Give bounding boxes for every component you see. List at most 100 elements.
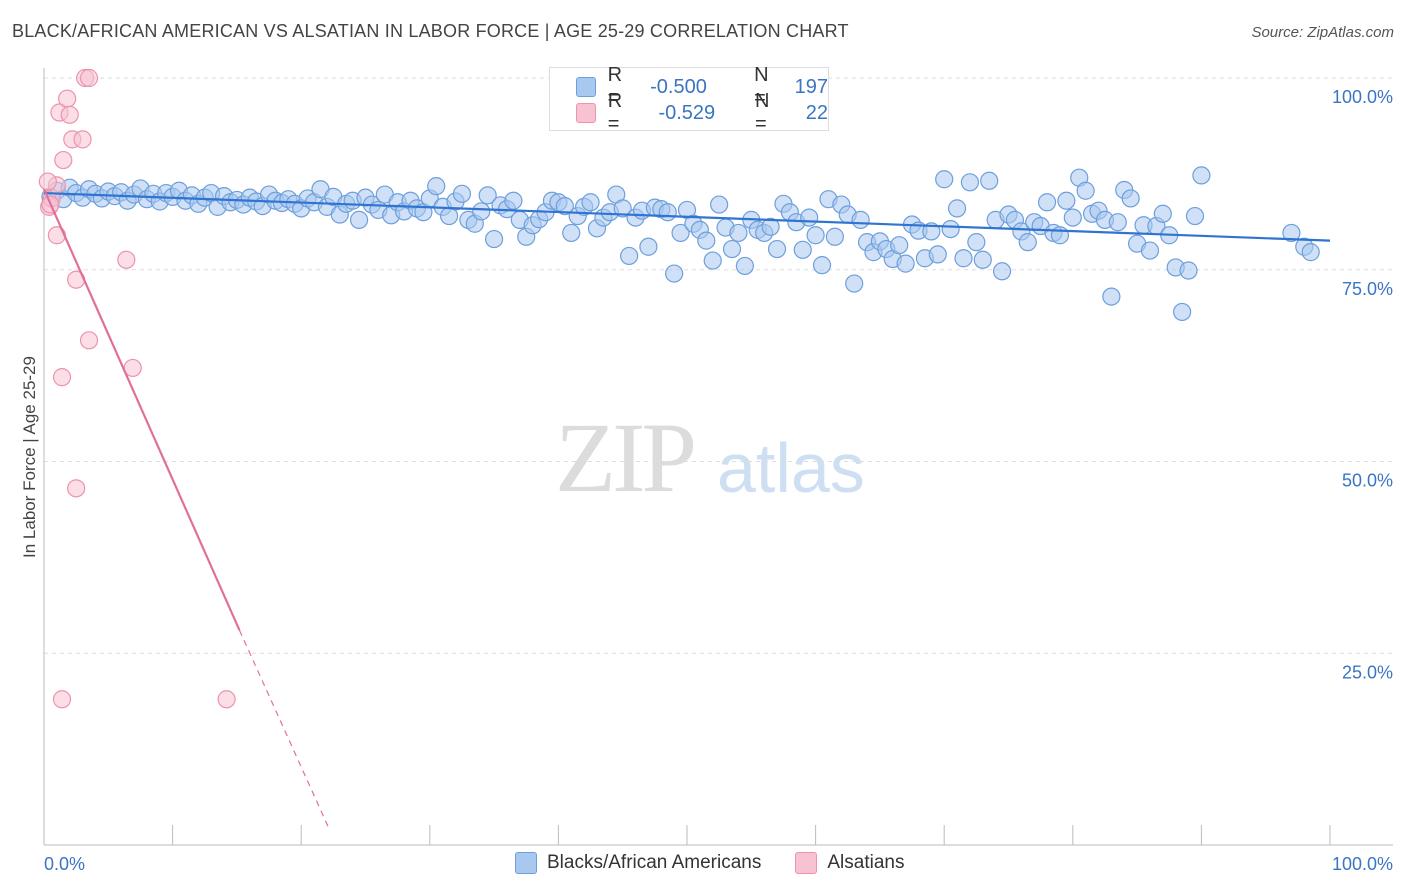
data-point	[922, 222, 941, 241]
data-point	[710, 195, 729, 214]
data-point	[851, 210, 870, 229]
data-point	[761, 217, 780, 236]
y-tick-label: 75.0%	[1342, 279, 1393, 299]
data-point	[967, 233, 986, 252]
data-point	[427, 177, 446, 196]
y-tick-label: 25.0%	[1342, 662, 1393, 682]
data-point	[60, 105, 79, 124]
data-point	[845, 274, 864, 293]
tick-labels: 25.0% 50.0% 75.0% 100.0% 0.0% 100.0%	[44, 87, 1393, 874]
y-tick-label: 50.0%	[1342, 471, 1393, 491]
data-point	[973, 250, 992, 269]
x-tick-label: 100.0%	[1332, 854, 1393, 874]
data-point	[703, 251, 722, 270]
series-blacks-points	[41, 166, 1320, 322]
data-point	[896, 254, 915, 273]
data-point	[947, 199, 967, 218]
data-point	[38, 172, 57, 191]
data-point	[992, 262, 1012, 281]
blue-legend-swatch	[515, 852, 537, 874]
data-point	[1173, 302, 1192, 322]
n-label: N =	[754, 64, 769, 109]
data-point	[735, 256, 754, 276]
data-point	[1018, 233, 1037, 252]
data-point	[1063, 208, 1082, 227]
data-point	[767, 239, 787, 259]
series-alsatians-points	[38, 68, 236, 709]
r-value: -0.529	[658, 101, 716, 124]
data-point	[1192, 166, 1211, 185]
data-point	[1057, 191, 1076, 210]
n-value: 22	[805, 101, 828, 124]
blue-swatch	[576, 77, 596, 97]
data-point	[960, 173, 980, 192]
data-point	[217, 690, 236, 709]
data-point	[1140, 241, 1160, 260]
data-point	[890, 236, 909, 255]
data-point	[697, 231, 716, 250]
data-point	[52, 368, 72, 387]
pink-swatch	[576, 103, 596, 123]
gridlines	[44, 77, 1393, 654]
stats-row-alsatians: R = -0.529 N = 22	[576, 90, 828, 135]
data-point	[1050, 226, 1070, 245]
y-tick-label: 100.0%	[1332, 87, 1393, 107]
data-point	[1301, 243, 1320, 262]
data-point	[793, 240, 812, 259]
axes	[43, 68, 1393, 846]
data-point	[472, 202, 491, 221]
watermark-atlas: atlas	[717, 429, 865, 507]
legend-label-alsatians: Alsatians	[827, 852, 905, 873]
data-point	[1037, 193, 1057, 212]
data-point	[79, 331, 99, 350]
n-label: N =	[755, 90, 770, 135]
data-point	[562, 223, 581, 243]
chart-source: Source: ZipAtlas.com	[1251, 24, 1394, 41]
data-point	[954, 249, 973, 268]
stats-row-blacks: R = -0.500 N = 197	[576, 64, 828, 109]
data-point	[67, 479, 86, 498]
data-point	[620, 246, 639, 266]
r-label: R =	[607, 90, 623, 135]
data-point	[1076, 181, 1095, 200]
data-point	[1179, 261, 1198, 280]
data-point	[671, 223, 690, 243]
data-point	[665, 264, 684, 283]
n-value: 197	[794, 75, 828, 98]
data-point	[581, 193, 600, 212]
data-point	[54, 150, 73, 170]
watermark-zip: ZIP	[555, 402, 697, 513]
trend-lines	[42, 188, 1331, 830]
data-point	[729, 223, 748, 243]
data-point	[555, 196, 574, 216]
data-point	[1108, 213, 1127, 232]
trend-line-blacks	[43, 191, 1331, 242]
data-point	[117, 250, 136, 269]
legend-label-blacks: Blacks/African Americans	[547, 852, 762, 873]
data-point	[485, 229, 504, 249]
trend-line-alsatians-extension	[238, 629, 331, 830]
trend-line-alsatians	[42, 188, 241, 631]
y-axis-label: In Labor Force | Age 25-29	[20, 356, 39, 558]
r-value: -0.500	[650, 75, 707, 98]
pink-legend-swatch	[795, 852, 818, 874]
stats-legend: R = -0.500 N = 197 R = -0.529 N = 22	[549, 64, 829, 135]
data-point	[478, 186, 497, 205]
data-point	[639, 237, 658, 256]
data-point	[806, 226, 825, 245]
data-point	[1153, 204, 1172, 223]
data-point	[52, 690, 72, 709]
data-point	[941, 219, 960, 239]
data-point	[1121, 189, 1140, 208]
data-point	[452, 184, 472, 203]
data-point	[349, 210, 369, 229]
data-point	[1102, 287, 1121, 306]
data-point	[980, 171, 999, 190]
data-point	[825, 227, 844, 246]
x-tick-label: 0.0%	[44, 854, 85, 874]
data-point	[1282, 223, 1301, 243]
chart-title: BLACK/AFRICAN AMERICAN VS ALSATIAN IN LA…	[12, 21, 849, 41]
r-label: R =	[607, 64, 623, 109]
data-point	[812, 256, 832, 275]
